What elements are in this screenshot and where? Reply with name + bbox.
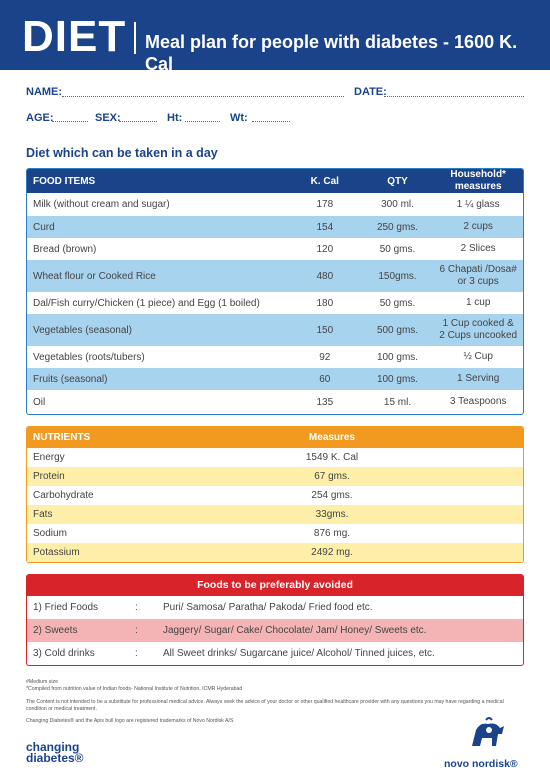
food-table: FOOD ITEMS K. Cal QTY Household* measure… xyxy=(26,168,524,415)
changing-diabetes-logo: changing diabetes® xyxy=(26,740,84,765)
table-row: Vegetables (roots/tubers) 92 100 gms. ½ … xyxy=(33,351,493,363)
weight-field[interactable] xyxy=(252,121,290,122)
avoided-foods-table: Foods to be preferably avoided 1) Fried … xyxy=(26,574,524,666)
table-row: Curd 154 250 gms. 2 cups xyxy=(27,216,523,238)
weight-label: Wt: xyxy=(230,112,248,124)
table-row: Milk (without cream and sugar) 178 300 m… xyxy=(33,198,500,211)
header-divider xyxy=(134,22,136,54)
header-qty: QTY xyxy=(387,175,408,187)
table-row: Energy 1549 K. Cal xyxy=(33,452,359,463)
header-banner: DIET Meal plan for people with diabetes … xyxy=(0,0,550,74)
age-label: AGE: xyxy=(26,112,54,124)
footnote-source: *Compiled from nutrition value of Indian… xyxy=(26,686,243,692)
table-row: Fats 33gms. xyxy=(27,505,523,524)
table-row: Wheat flour or Cooked Rice 480 150gms. 6… xyxy=(27,260,523,292)
table-row: Oil 135 15 ml. 3 Teaspoons xyxy=(33,396,507,408)
novo-nordisk-logo: novo nordisk® xyxy=(444,716,534,771)
footnote-medium-size: #Medium size xyxy=(26,679,59,685)
table-row: 3) Cold drinks : All Sweet drinks/ Sugar… xyxy=(33,648,435,659)
footnote-trademark: Changing Diabetes® and the Apis bull log… xyxy=(26,718,234,724)
novo-nordisk-text: novo nordisk® xyxy=(444,758,518,770)
name-label: NAME: xyxy=(26,86,63,98)
table-row: Bread (brown) 120 50 gms. 2 Slices xyxy=(33,243,496,255)
page-title: Meal plan for people with diabetes - 160… xyxy=(145,32,518,74)
table-row: Carbohydrate 254 gms. xyxy=(33,490,353,501)
date-field[interactable] xyxy=(384,96,524,97)
food-table-header: FOOD ITEMS K. Cal QTY Household* measure… xyxy=(27,169,523,193)
diet-logo-text: DIET xyxy=(22,12,127,61)
table-row: Sodium 876 mg. xyxy=(33,528,351,539)
name-field[interactable] xyxy=(62,96,344,97)
header-nutrients: NUTRIENTS xyxy=(33,432,91,443)
header-household: Household* measures xyxy=(450,169,506,192)
footnote-disclaimer: The Content is not intended to be a subs… xyxy=(26,699,504,712)
height-label: Ht: xyxy=(167,112,183,124)
section-title: Diet which can be taken in a day xyxy=(26,146,218,160)
table-row: Vegetables (seasonal) 150 500 gms. 1 Cup… xyxy=(27,314,523,346)
nutrients-table: NUTRIENTS Measures Energy 1549 K. Cal Pr… xyxy=(26,426,524,563)
table-row: Fruits (seasonal) 60 100 gms. 1 Serving xyxy=(27,368,523,390)
header-kcal: K. Cal xyxy=(310,175,339,187)
apis-bull-icon xyxy=(472,717,504,746)
table-row: Potassium 2492 mg. xyxy=(27,543,523,562)
table-row: Dal/Fish curry/Chicken (1 piece) and Egg… xyxy=(33,297,491,309)
date-label: DATE: xyxy=(354,86,387,98)
header-measures: Measures xyxy=(308,432,356,443)
nutrients-header: NUTRIENTS Measures xyxy=(27,427,523,448)
table-row: Protein 67 gms. xyxy=(27,467,523,486)
avoided-foods-title: Foods to be preferably avoided xyxy=(27,575,523,596)
table-row: 1) Fried Foods : Puri/ Samosa/ Paratha/ … xyxy=(33,602,373,613)
table-row: 2) Sweets : Jaggery/ Sugar/ Cake/ Chocol… xyxy=(27,619,523,642)
height-field[interactable] xyxy=(185,121,220,122)
header-food-items: FOOD ITEMS xyxy=(33,175,96,187)
sex-label: SEX: xyxy=(95,112,121,124)
sex-field[interactable] xyxy=(119,121,157,122)
age-field[interactable] xyxy=(52,121,88,122)
